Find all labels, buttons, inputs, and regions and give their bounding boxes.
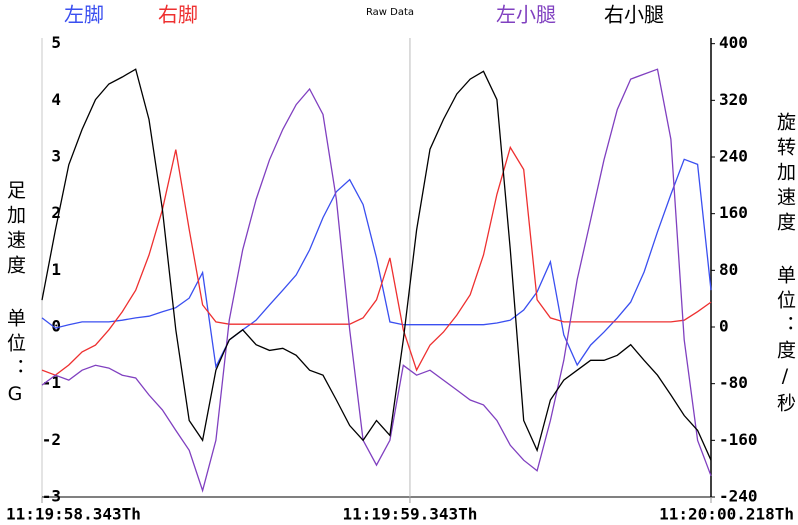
y2-tick-label: -240 bbox=[719, 487, 758, 506]
y-tick-label: 0 bbox=[51, 317, 61, 336]
y-tick-label: 1 bbox=[51, 260, 61, 279]
y-tick-label: 5 bbox=[51, 33, 61, 52]
y-tick-label: -2 bbox=[42, 430, 61, 449]
series-line bbox=[41, 68, 712, 493]
y-tick-label: -3 bbox=[42, 487, 61, 506]
y-tick-label: 4 bbox=[51, 90, 61, 109]
y-tick-label: 3 bbox=[51, 147, 61, 166]
series-line bbox=[41, 68, 712, 461]
legend-entry: 左小腿 bbox=[496, 3, 556, 27]
y2-tick-label: 80 bbox=[719, 260, 738, 279]
y2-tick-label: 240 bbox=[719, 147, 748, 166]
chart-title: Raw Data bbox=[366, 7, 414, 18]
legend-entry: 左脚 bbox=[64, 3, 104, 27]
y2-tick-label: 400 bbox=[719, 33, 748, 52]
y2-tick-label: 320 bbox=[719, 90, 748, 109]
y-tick-label: 2 bbox=[51, 203, 61, 222]
y2-tick-label: -160 bbox=[719, 430, 758, 449]
legend-entry: 右脚 bbox=[158, 3, 198, 27]
series-line bbox=[41, 145, 712, 376]
y-axis-label: 足加速度 单位：G bbox=[4, 180, 26, 411]
legend-entry: 右小腿 bbox=[604, 3, 664, 27]
y2-tick-label: 0 bbox=[719, 317, 729, 336]
x-tick-label: 11:19:59.343Th bbox=[343, 505, 478, 524]
y2-axis-label: 旋转加速度 单位：度/秒 bbox=[774, 112, 796, 418]
y2-tick-label: 160 bbox=[719, 203, 748, 222]
x-tick-label: 11:20:00.218Th bbox=[659, 505, 794, 524]
x-tick-label: 11:19:58.343Th bbox=[6, 505, 141, 524]
y2-tick-label: -80 bbox=[719, 373, 748, 392]
y-tick-label: -1 bbox=[42, 373, 61, 392]
series-line bbox=[41, 158, 712, 369]
